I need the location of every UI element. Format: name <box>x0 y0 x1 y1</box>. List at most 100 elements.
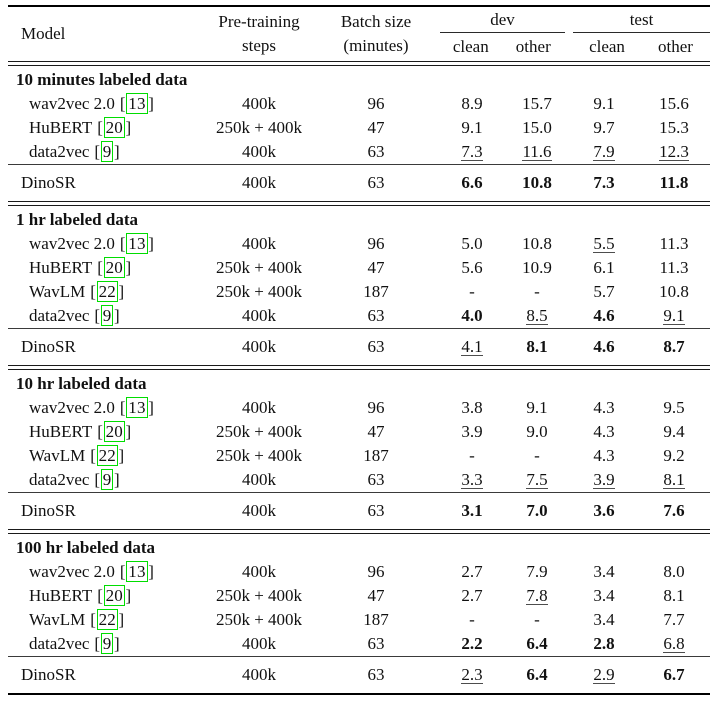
model-name: HuBERT[20] <box>8 584 206 608</box>
model-label: wav2vec 2.0 <box>29 562 115 581</box>
section-divider <box>8 365 710 370</box>
citation-link[interactable]: [13] <box>119 397 155 418</box>
citation-link[interactable]: [22] <box>90 445 125 466</box>
metric-value: 5.5 <box>593 234 615 254</box>
metric-cell: 3.4 <box>570 608 638 632</box>
model-label: wav2vec 2.0 <box>29 398 115 417</box>
metric-cell: 6.7 <box>638 657 710 693</box>
metric-value: 4.6 <box>593 306 615 325</box>
model-label: HuBERT <box>29 422 93 441</box>
citation-link[interactable]: [13] <box>119 233 155 254</box>
citation-link[interactable]: [20] <box>97 421 132 442</box>
column-header-test-other: other <box>658 37 693 56</box>
metric-value: 9.1 <box>593 94 615 113</box>
pretraining-steps: 400k <box>242 234 276 253</box>
pretraining-steps: 400k <box>242 634 276 653</box>
section-divider <box>8 201 710 206</box>
model-name: data2vec[9] <box>8 140 206 164</box>
metric-value: 12.3 <box>659 142 689 162</box>
table-row: data2vec[9] 400k 63 3.3 7.5 3.9 8.1 <box>8 468 710 492</box>
table-row: wav2vec 2.0[13] 400k 96 5.0 10.8 5.5 11.3 <box>8 232 710 256</box>
table-row: DinoSR 400k 63 2.3 6.4 2.9 6.7 <box>8 657 710 693</box>
header-line: Batch size <box>340 12 412 31</box>
model-name: wav2vec 2.0[13] <box>8 560 206 584</box>
metric-cell: - <box>504 608 570 632</box>
bottom-rule <box>8 693 710 695</box>
header-line: Pre-training <box>218 12 300 31</box>
citation-link[interactable]: [9] <box>94 633 120 654</box>
model-label: HuBERT <box>29 118 93 137</box>
metric-value: - <box>534 446 540 465</box>
model-label: DinoSR <box>21 665 76 684</box>
citation-link[interactable]: [13] <box>119 561 155 582</box>
metric-value: 4.3 <box>593 446 615 465</box>
citation-link[interactable]: [22] <box>90 609 125 630</box>
metric-cell: 4.3 <box>570 420 638 444</box>
model-label: DinoSR <box>21 173 76 192</box>
metric-cell: 3.1 <box>440 493 504 529</box>
metric-cell: 7.7 <box>638 608 710 632</box>
metric-value: 3.6 <box>593 501 615 520</box>
metric-cell: 2.3 <box>440 657 504 693</box>
metric-cell: 7.8 <box>504 584 570 608</box>
metric-value: 7.9 <box>526 562 548 581</box>
model-label: wav2vec 2.0 <box>29 94 115 113</box>
table-section: 10 hr labeled data wav2vec 2.0[13] 400k 96 3… <box>8 370 710 529</box>
pretraining-steps: 400k <box>242 470 276 489</box>
table-row: HuBERT[20] 250k + 400k 47 9.1 15.0 9.7 15.3 <box>8 116 710 140</box>
metric-value: - <box>469 610 475 629</box>
citation-link[interactable]: [13] <box>119 93 155 114</box>
citation-link[interactable]: [9] <box>94 141 120 162</box>
metric-value: 6.6 <box>461 173 483 192</box>
metric-cell: 2.7 <box>440 560 504 584</box>
model-name: wav2vec 2.0[13] <box>8 396 206 420</box>
citation-link[interactable]: [20] <box>97 257 132 278</box>
metric-value: - <box>534 610 540 629</box>
metric-value: 9.1 <box>663 306 685 326</box>
metric-value: 3.9 <box>593 470 615 490</box>
metric-cell: 10.8 <box>504 232 570 256</box>
citation-number: 13 <box>126 561 148 582</box>
group-label-test: test <box>573 7 710 33</box>
citation-link[interactable]: [9] <box>94 469 120 490</box>
metric-value: 5.7 <box>593 282 615 301</box>
citation-link[interactable]: [9] <box>94 305 120 326</box>
model-label: WavLM <box>29 446 86 465</box>
metric-value: 8.0 <box>663 562 685 581</box>
model-name: wav2vec 2.0[13] <box>8 232 206 256</box>
metric-cell: 15.0 <box>504 116 570 140</box>
citation-link[interactable]: [22] <box>90 281 125 302</box>
metric-value: 8.9 <box>461 94 483 113</box>
metric-value: 8.7 <box>663 337 685 356</box>
metric-value: 9.0 <box>526 422 548 441</box>
metric-cell: 7.9 <box>570 140 638 164</box>
model-name: wav2vec 2.0[13] <box>8 92 206 116</box>
model-label: WavLM <box>29 610 86 629</box>
metric-cell: 7.3 <box>440 140 504 164</box>
citation-link[interactable]: [20] <box>97 117 132 138</box>
model-label: HuBERT <box>29 586 93 605</box>
metric-cell: 8.7 <box>638 329 710 365</box>
metric-value: 7.5 <box>526 470 548 490</box>
metric-cell: 2.8 <box>570 632 638 656</box>
table-row: WavLM[22] 250k + 400k 187 - - 3.4 7.7 <box>8 608 710 632</box>
citation-number: 13 <box>126 397 148 418</box>
batch-size: 47 <box>367 118 385 137</box>
citation-link[interactable]: [20] <box>97 585 132 606</box>
metric-value: - <box>469 282 475 301</box>
metric-value: 8.1 <box>526 337 548 356</box>
metric-cell: 5.7 <box>570 280 638 304</box>
model-label: data2vec <box>29 470 90 489</box>
pretraining-steps: 400k <box>242 142 276 161</box>
citation-number: 22 <box>96 445 119 466</box>
table-body: 10 minutes labeled data wav2vec 2.0[13] 40… <box>8 66 710 693</box>
model-name: DinoSR <box>8 657 206 693</box>
metric-cell: 3.9 <box>570 468 638 492</box>
table-row: wav2vec 2.0[13] 400k 96 2.7 7.9 3.4 8.0 <box>8 560 710 584</box>
metric-value: 7.7 <box>663 610 685 629</box>
section-title: 10 hr labeled data <box>16 374 147 393</box>
batch-size: 47 <box>367 258 385 277</box>
group-label-dev: dev <box>440 7 565 33</box>
metric-value: 3.1 <box>461 501 483 520</box>
metric-value: 15.0 <box>522 118 552 137</box>
